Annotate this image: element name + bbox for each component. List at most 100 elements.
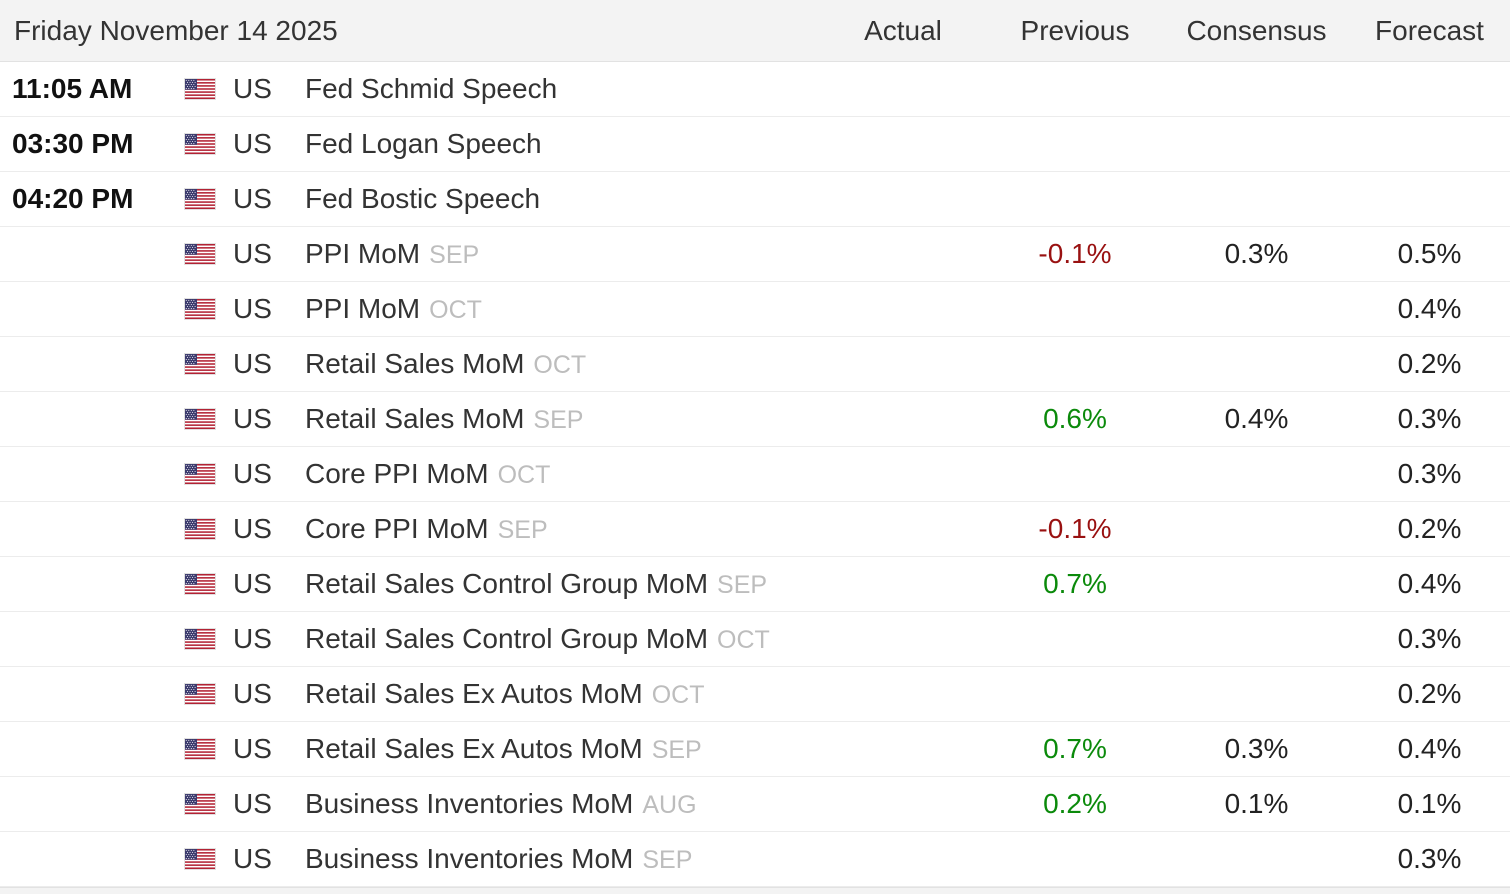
calendar-row[interactable]: US Retail Sales MoM OCT 0.2% — [0, 337, 1510, 392]
event-name[interactable]: Fed Schmid Speech — [305, 73, 558, 104]
event-period: SEP — [642, 846, 693, 874]
event-period: OCT — [429, 296, 482, 324]
forecast-value: 0.4% — [1397, 733, 1462, 764]
event-cell[interactable]: Retail Sales Ex Autos MoM SEP — [305, 733, 820, 765]
country-code: US — [233, 128, 272, 159]
flag-cell — [185, 189, 233, 209]
event-cell[interactable]: Business Inventories MoM AUG — [305, 788, 820, 820]
calendar-row[interactable]: US PPI MoM SEP -0.1% 0.3% 0.5% — [0, 227, 1510, 282]
consensus-value: 0.3% — [1224, 733, 1289, 764]
calendar-row[interactable]: US Retail Sales Control Group MoM SEP 0.7… — [0, 557, 1510, 612]
flag-cell — [185, 739, 233, 759]
consensus-value: 0.1% — [1224, 788, 1289, 819]
event-name[interactable]: Fed Logan Speech — [305, 128, 542, 159]
forecast-value: 0.2% — [1397, 513, 1462, 544]
previous-value: 0.2% — [1043, 788, 1107, 819]
us-flag-icon — [185, 574, 215, 594]
forecast-value: 0.4% — [1397, 568, 1462, 599]
calendar-row[interactable]: US Core PPI MoM OCT 0.3% — [0, 447, 1510, 502]
calendar-row[interactable]: US Business Inventories MoM SEP 0.3% — [0, 832, 1510, 887]
event-cell[interactable]: Fed Bostic Speech — [305, 183, 820, 215]
country-code: US — [233, 238, 272, 269]
event-cell[interactable]: Core PPI MoM SEP — [305, 513, 820, 545]
calendar-row[interactable]: 04:20 PM — [0, 172, 1510, 227]
us-flag-icon — [185, 684, 215, 704]
country-code: US — [233, 458, 272, 489]
event-cell[interactable]: Retail Sales Ex Autos MoM OCT — [305, 678, 820, 710]
country-code: US — [233, 293, 272, 324]
us-flag-icon — [185, 739, 215, 759]
event-name[interactable]: Business Inventories MoM — [305, 788, 634, 819]
event-period: OCT — [717, 626, 770, 654]
country-code: US — [233, 183, 272, 214]
event-name[interactable]: Fed Bostic Speech — [305, 183, 541, 214]
flag-cell — [185, 629, 233, 649]
forecast-value: 0.1% — [1397, 788, 1462, 819]
event-time: 11:05 AM — [12, 73, 133, 104]
country-code: US — [233, 73, 272, 104]
event-cell[interactable]: Core PPI MoM OCT — [305, 458, 820, 490]
country-code: US — [233, 623, 272, 654]
flag-cell — [185, 684, 233, 704]
calendar-row[interactable]: US Retail Sales Control Group MoM OCT 0.3… — [0, 612, 1510, 667]
calendar-row[interactable]: US Retail Sales Ex Autos MoM OCT 0.2% — [0, 667, 1510, 722]
event-name[interactable]: Retail Sales Control Group MoM — [305, 623, 709, 654]
us-flag-icon — [185, 189, 215, 209]
event-name[interactable]: Retail Sales Control Group MoM — [305, 568, 709, 599]
event-period: SEP — [717, 571, 768, 599]
forecast-value: 0.2% — [1397, 678, 1462, 709]
previous-value: -0.1% — [1038, 238, 1112, 269]
calendar-row[interactable]: US PPI MoM OCT 0.4% — [0, 282, 1510, 337]
event-cell[interactable]: Retail Sales Control Group MoM OCT — [305, 623, 820, 655]
us-flag-icon — [185, 244, 215, 264]
event-name[interactable]: Business Inventories MoM — [305, 843, 634, 874]
event-name[interactable]: Core PPI MoM — [305, 513, 489, 544]
event-name[interactable]: Core PPI MoM — [305, 458, 489, 489]
event-period: SEP — [497, 516, 548, 544]
country-code: US — [233, 568, 272, 599]
flag-cell — [185, 574, 233, 594]
forecast-value: 0.4% — [1397, 293, 1462, 324]
country-code: US — [233, 348, 272, 379]
event-cell[interactable]: PPI MoM OCT — [305, 293, 820, 325]
event-name[interactable]: Retail Sales MoM — [305, 403, 525, 434]
calendar-row[interactable]: US Business Inventories MoM AUG 0.2% 0.1%… — [0, 777, 1510, 832]
event-cell[interactable]: Retail Sales Control Group MoM SEP — [305, 568, 820, 600]
column-header-actual: Actual — [864, 14, 942, 46]
flag-cell — [185, 354, 233, 374]
event-cell[interactable]: Fed Schmid Speech — [305, 73, 820, 105]
country-code: US — [233, 733, 272, 764]
event-cell[interactable]: Retail Sales MoM OCT — [305, 348, 820, 380]
event-name[interactable]: PPI MoM — [305, 238, 421, 269]
forecast-value: 0.3% — [1397, 403, 1462, 434]
calendar-body: 11:05 AM — [0, 62, 1510, 887]
calendar-row[interactable]: 11:05 AM — [0, 62, 1510, 117]
event-period: OCT — [533, 351, 587, 379]
calendar-row[interactable]: US Core PPI MoM SEP -0.1% 0.2% — [0, 502, 1510, 557]
event-cell[interactable]: PPI MoM SEP — [305, 238, 820, 270]
event-name[interactable]: Retail Sales Ex Autos MoM — [305, 678, 643, 709]
event-name[interactable]: PPI MoM — [305, 293, 421, 324]
event-name[interactable]: Retail Sales MoM — [305, 348, 525, 379]
event-time: 04:20 PM — [12, 183, 134, 214]
us-flag-icon — [185, 519, 215, 539]
forecast-value: 0.5% — [1397, 238, 1462, 269]
event-cell[interactable]: Business Inventories MoM SEP — [305, 843, 820, 875]
calendar-row[interactable]: 03:30 PM — [0, 117, 1510, 172]
next-date-header-partial — [0, 887, 1510, 894]
previous-value: -0.1% — [1038, 513, 1112, 544]
flag-cell — [185, 794, 233, 814]
consensus-value: 0.3% — [1224, 238, 1289, 269]
flag-cell — [185, 299, 233, 319]
us-flag-icon — [185, 464, 215, 484]
event-name[interactable]: Retail Sales Ex Autos MoM — [305, 733, 643, 764]
event-cell[interactable]: Retail Sales MoM SEP — [305, 403, 820, 435]
country-code: US — [233, 513, 272, 544]
calendar-row[interactable]: US Retail Sales MoM SEP 0.6% 0.4% 0.3% — [0, 392, 1510, 447]
us-flag-icon — [185, 849, 215, 869]
event-period: AUG — [642, 791, 697, 819]
calendar-row[interactable]: US Retail Sales Ex Autos MoM SEP 0.7% 0.3… — [0, 722, 1510, 777]
country-code: US — [233, 403, 272, 434]
event-cell[interactable]: Fed Logan Speech — [305, 128, 820, 160]
